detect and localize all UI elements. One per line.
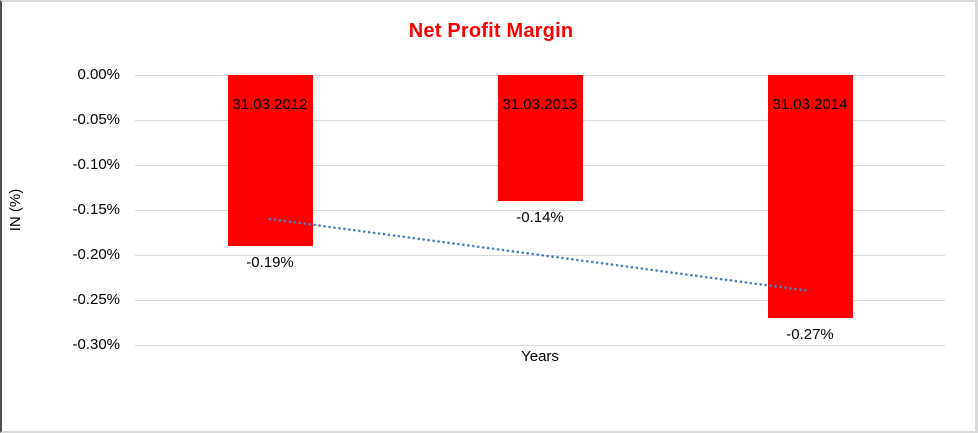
- gridline: [135, 344, 945, 346]
- y-tick-label: -0.20%: [72, 246, 120, 263]
- gridline: [135, 299, 945, 301]
- value-label: -0.14%: [516, 209, 564, 226]
- gridline: [135, 209, 945, 211]
- y-tick-label: -0.15%: [72, 201, 120, 218]
- y-tick-label: -0.30%: [72, 336, 120, 353]
- category-label: 31.03.2012: [232, 96, 308, 113]
- category-label: 31.03.2013: [502, 96, 578, 113]
- bar-31.03.2013: [497, 75, 583, 201]
- bar-31.03.2012: [227, 75, 313, 246]
- value-label: -0.19%: [246, 254, 294, 271]
- y-tick-label: 0.00%: [77, 66, 120, 83]
- y-tick-label: -0.05%: [72, 111, 120, 128]
- category-label: 31.03.2014: [772, 96, 848, 113]
- value-label: -0.27%: [786, 326, 834, 343]
- x-axis-title: Years: [521, 348, 559, 365]
- y-tick-label: -0.10%: [72, 156, 120, 173]
- chart-title: Net Profit Margin: [408, 20, 574, 42]
- y-tick-label: -0.25%: [72, 291, 120, 308]
